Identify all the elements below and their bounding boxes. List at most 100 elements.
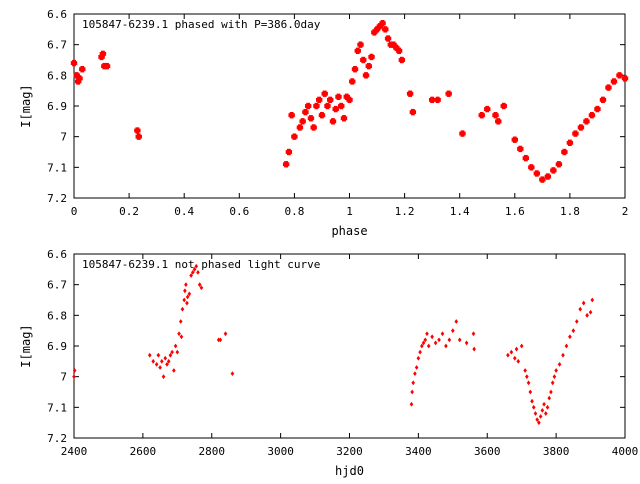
data-point	[525, 374, 529, 380]
data-point	[454, 319, 459, 324]
data-point	[179, 334, 184, 340]
y-tick-label: 6.9	[47, 340, 67, 353]
data-point	[550, 380, 555, 386]
data-point	[332, 105, 339, 113]
data-point	[464, 340, 469, 346]
data-point	[500, 102, 507, 110]
data-point	[291, 133, 298, 140]
data-point	[166, 358, 171, 364]
data-point	[72, 368, 77, 373]
y-tick-label: 6.8	[47, 309, 67, 322]
x-tick-label: 0	[71, 205, 78, 218]
data-point	[343, 93, 350, 100]
data-point	[324, 102, 331, 110]
data-point	[413, 371, 417, 376]
data-point	[304, 102, 312, 110]
data-point	[526, 380, 531, 386]
data-point	[365, 62, 372, 70]
plot-frame	[73, 13, 626, 199]
data-point	[134, 127, 141, 134]
data-point	[616, 72, 623, 79]
data-point	[566, 139, 574, 146]
data-point	[528, 389, 533, 395]
data-point	[578, 306, 583, 312]
data-point	[177, 331, 181, 337]
data-point	[191, 270, 195, 275]
data-point	[327, 96, 334, 104]
data-point	[187, 291, 192, 297]
data-point	[416, 355, 421, 361]
x-tick-label: 2400	[61, 445, 88, 458]
data-point	[554, 368, 558, 373]
data-point	[577, 124, 585, 131]
data-point	[395, 47, 403, 54]
y-tick-label: 7	[60, 131, 67, 144]
y-tick-label: 6.6	[47, 8, 67, 21]
data-point	[549, 389, 553, 395]
x-tick-label: 4000	[612, 445, 639, 458]
x-tick-label: 1.2	[395, 205, 415, 218]
y-axis-ticks: 6.6 6.7 6.8 6.9 7 7.1 7.2	[47, 248, 625, 445]
data-point	[509, 349, 514, 355]
data-point	[338, 102, 345, 110]
x-tick-label: 3600	[474, 445, 501, 458]
data-point	[572, 130, 579, 137]
data-point	[420, 343, 424, 349]
data-point	[545, 404, 550, 410]
data-point	[340, 115, 348, 122]
data-point	[492, 112, 499, 119]
data-point	[194, 263, 199, 269]
data-point	[196, 270, 200, 275]
chart-title: 105847-6239.1 not phased light curve	[82, 258, 320, 271]
x-axis-label: phase	[331, 224, 367, 238]
data-point	[513, 355, 517, 361]
data-point	[506, 352, 510, 358]
data-point	[307, 115, 315, 122]
data-point	[409, 108, 417, 116]
data-point	[315, 96, 323, 104]
data-point	[373, 26, 381, 33]
data-point	[180, 306, 185, 312]
data-point	[184, 282, 188, 288]
data-point	[376, 23, 384, 30]
data-point	[329, 118, 337, 125]
data-point	[588, 309, 593, 315]
data-point	[511, 136, 518, 143]
data-point	[434, 96, 441, 104]
data-point	[447, 337, 452, 343]
y-tick-label: 6.6	[47, 248, 67, 261]
data-point	[552, 374, 557, 380]
data-point	[223, 331, 228, 337]
data-point	[472, 346, 476, 352]
data-point	[495, 118, 502, 125]
data-points	[72, 263, 595, 426]
data-point	[192, 266, 197, 272]
data-points	[70, 20, 629, 183]
data-point	[523, 368, 527, 373]
data-point	[599, 96, 607, 104]
data-point	[172, 368, 176, 373]
data-point	[310, 124, 317, 131]
data-point	[457, 337, 462, 343]
x-tick-label: 3800	[543, 445, 570, 458]
data-point	[426, 343, 431, 349]
data-point	[471, 331, 476, 337]
data-point	[574, 319, 579, 324]
data-point	[218, 337, 223, 343]
data-point	[362, 72, 370, 79]
data-point	[360, 56, 367, 64]
x-tick-label: 1	[346, 205, 353, 218]
data-point	[478, 112, 485, 119]
data-point	[564, 343, 569, 349]
data-point	[321, 90, 328, 97]
data-point	[583, 118, 590, 125]
data-point	[398, 56, 406, 64]
data-point	[568, 334, 572, 340]
data-point	[79, 66, 86, 73]
data-point	[313, 102, 320, 110]
data-point	[349, 78, 356, 85]
data-point	[414, 365, 419, 370]
data-point	[451, 328, 455, 334]
data-point	[561, 352, 565, 358]
